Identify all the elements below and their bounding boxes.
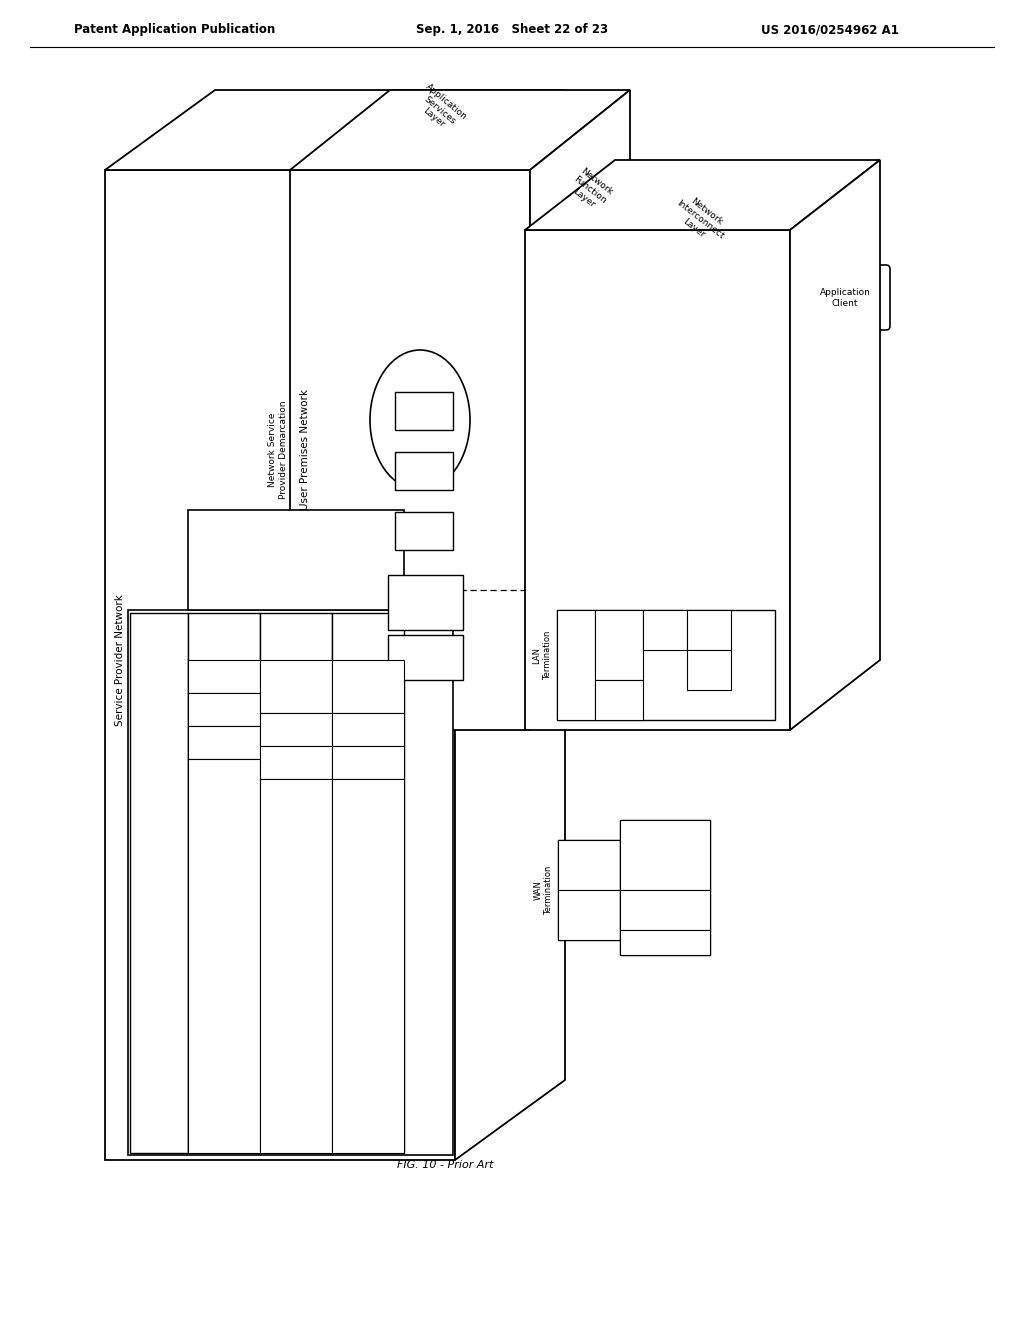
Text: WiMAX: WiMAX — [651, 939, 678, 948]
Text: Cellular
Packets: Cellular Packets — [650, 845, 680, 865]
Text: Switch: Switch — [409, 527, 439, 536]
Polygon shape — [530, 90, 630, 730]
Polygon shape — [290, 90, 630, 170]
Polygon shape — [790, 160, 880, 730]
Bar — [558, 840, 620, 890]
Text: Application
Services
Layer: Application Services Layer — [411, 82, 469, 137]
Text: PON: PON — [581, 911, 597, 920]
Bar — [620, 890, 710, 931]
Bar — [332, 713, 404, 746]
Bar — [188, 726, 260, 759]
Text: Application
Service
Management
(ASM): Application Service Management (ASM) — [199, 935, 249, 975]
Text: Application
Service
Logic
(ASL): Application Service Logic (ASL) — [346, 945, 389, 985]
Bar — [332, 612, 404, 1152]
Bar — [557, 610, 595, 719]
Bar — [130, 612, 188, 1152]
Bar — [388, 576, 463, 630]
Bar — [558, 840, 620, 940]
Text: Firewall: Firewall — [400, 414, 439, 425]
Bar — [687, 610, 731, 649]
Text: HPNA: HPNA — [654, 626, 676, 635]
Polygon shape — [525, 160, 880, 230]
Text: Network
Interconnect
Layer: Network Interconnect Layer — [669, 190, 732, 249]
Text: Monitoring: Monitoring — [204, 738, 245, 747]
Bar — [260, 612, 332, 1152]
Bar — [595, 610, 643, 680]
Text: Home
Plug: Home Plug — [697, 620, 720, 640]
Polygon shape — [525, 230, 790, 730]
Bar — [260, 746, 332, 779]
Text: Router: Router — [409, 466, 439, 475]
Bar — [128, 610, 453, 1155]
Bar — [558, 890, 620, 940]
Polygon shape — [290, 170, 530, 730]
Bar — [388, 635, 463, 680]
Bar — [188, 759, 260, 1152]
Text: File Sharing: File Sharing — [345, 759, 390, 767]
Bar — [395, 451, 453, 490]
Text: Service Provider Network: Service Provider Network — [115, 594, 125, 726]
Bar — [687, 649, 731, 690]
Bar — [620, 820, 710, 954]
Bar — [188, 693, 260, 726]
Text: Private
Data
Network: Private Data Network — [408, 587, 443, 618]
Text: LAN
Termination: LAN Termination — [532, 631, 552, 680]
Text: Network
Function
Layer: Network Function Layer — [565, 166, 614, 214]
Bar — [643, 610, 687, 649]
Text: DSL
Modem: DSL Modem — [574, 855, 603, 875]
Bar — [595, 680, 643, 719]
Text: Application
Service
Delivery
Platform: Application Service Delivery Platform — [135, 880, 182, 920]
Text: Subscription: Subscription — [200, 705, 248, 714]
Text: Patent Application Publication: Patent Application Publication — [75, 24, 275, 37]
Text: Bridge: Bridge — [410, 407, 439, 416]
Text: ATM: ATM — [701, 665, 717, 675]
Text: MOCA: MOCA — [607, 696, 631, 705]
Text: Media
Distribution: Media Distribution — [345, 677, 391, 697]
FancyBboxPatch shape — [800, 265, 890, 330]
Text: DCSIS
Modem: DCSIS Modem — [651, 900, 679, 920]
Bar — [395, 392, 453, 430]
Text: Ethernet: Ethernet — [602, 640, 636, 649]
Polygon shape — [455, 90, 565, 1160]
Text: User Premises Network: User Premises Network — [300, 389, 310, 511]
Bar — [620, 820, 710, 890]
Ellipse shape — [370, 350, 470, 490]
Bar — [332, 779, 404, 1152]
Text: WIFI: WIFI — [568, 660, 584, 669]
Text: Application
Service
Enforcement
(ASE): Application Service Enforcement (ASE) — [271, 540, 321, 579]
Bar — [332, 660, 404, 713]
Text: Call
Processing: Call Processing — [347, 721, 388, 739]
Bar — [260, 660, 332, 713]
Bar — [188, 510, 404, 610]
Text: Sep. 1, 2016   Sheet 22 of 23: Sep. 1, 2016 Sheet 22 of 23 — [416, 24, 608, 37]
Bar — [188, 612, 260, 1152]
Text: US 2016/0254962 A1: US 2016/0254962 A1 — [761, 24, 899, 37]
Polygon shape — [105, 90, 565, 170]
Bar — [395, 512, 453, 550]
Text: Provisioning: Provisioning — [201, 672, 248, 681]
Bar — [260, 779, 332, 1152]
Text: Backup: Backup — [282, 726, 310, 734]
Text: Presence &
Peered
Networking: Presence & Peered Networking — [274, 950, 318, 979]
Text: FIG. 10 - Prior Art: FIG. 10 - Prior Art — [396, 1160, 494, 1170]
Bar — [188, 660, 260, 693]
Polygon shape — [105, 170, 455, 1160]
Text: Internet: Internet — [408, 653, 443, 663]
Bar — [260, 713, 332, 746]
Bar — [332, 746, 404, 779]
Text: WAN
Termination: WAN Termination — [534, 866, 553, 915]
Bar — [557, 610, 775, 719]
Text: Ad. Server: Ad. Server — [276, 759, 315, 767]
Bar — [620, 931, 710, 954]
Text: Application
Client: Application Client — [819, 288, 870, 308]
Text: Network Service
Provider Demarcation: Network Service Provider Demarcation — [268, 401, 288, 499]
Text: Parental
Control: Parental Control — [281, 677, 312, 697]
